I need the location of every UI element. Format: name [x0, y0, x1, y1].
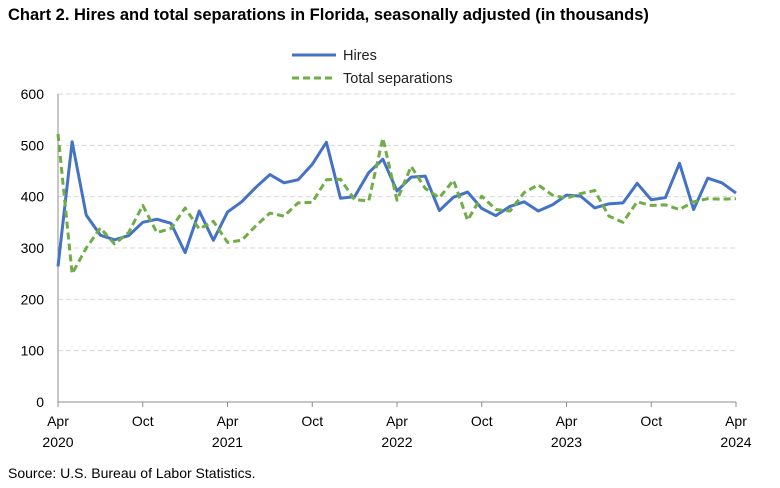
y-tick-label: 500: [21, 137, 45, 153]
x-tick-label-year: 2021: [212, 434, 243, 450]
x-tick-label-month: Oct: [471, 413, 493, 429]
x-tick-label-month: Apr: [725, 413, 747, 429]
y-tick-label: 600: [21, 86, 45, 102]
x-tick-label-month: Oct: [301, 413, 323, 429]
legend: Hires Total separations: [292, 48, 453, 87]
axes: 0 100 200 300 400 500 600 Apr 2020 Oct Apr 2021 Oct A…: [21, 86, 752, 450]
x-tick-label-month: Apr: [556, 413, 578, 429]
x-tick-label-month: Oct: [132, 413, 154, 429]
y-tick-label: 0: [36, 394, 44, 410]
x-tick-label-year: 2020: [42, 434, 73, 450]
y-tick-label: 300: [21, 240, 45, 256]
legend-label: Total separations: [343, 71, 453, 87]
x-tick-label-year: 2024: [720, 434, 751, 450]
y-tick-label: 200: [21, 291, 45, 307]
x-tick-label-month: Apr: [386, 413, 408, 429]
series-lines: [56, 133, 737, 276]
legend-label: Hires: [343, 48, 377, 64]
x-tick-label-month: Oct: [640, 413, 662, 429]
y-tick-label: 100: [21, 343, 45, 359]
series-line-total-separations: [56, 133, 737, 276]
x-tick-label-year: 2022: [381, 434, 412, 450]
x-tick-label-month: Apr: [47, 413, 69, 429]
chart-title: Chart 2. Hires and total separations in …: [8, 6, 649, 24]
source-note: Source: U.S. Bureau of Labor Statistics.: [8, 465, 256, 481]
x-tick-label-year: 2023: [551, 434, 582, 450]
x-tick-label-month: Apr: [217, 413, 239, 429]
gridlines: [58, 93, 736, 352]
y-tick-label: 400: [21, 189, 45, 205]
